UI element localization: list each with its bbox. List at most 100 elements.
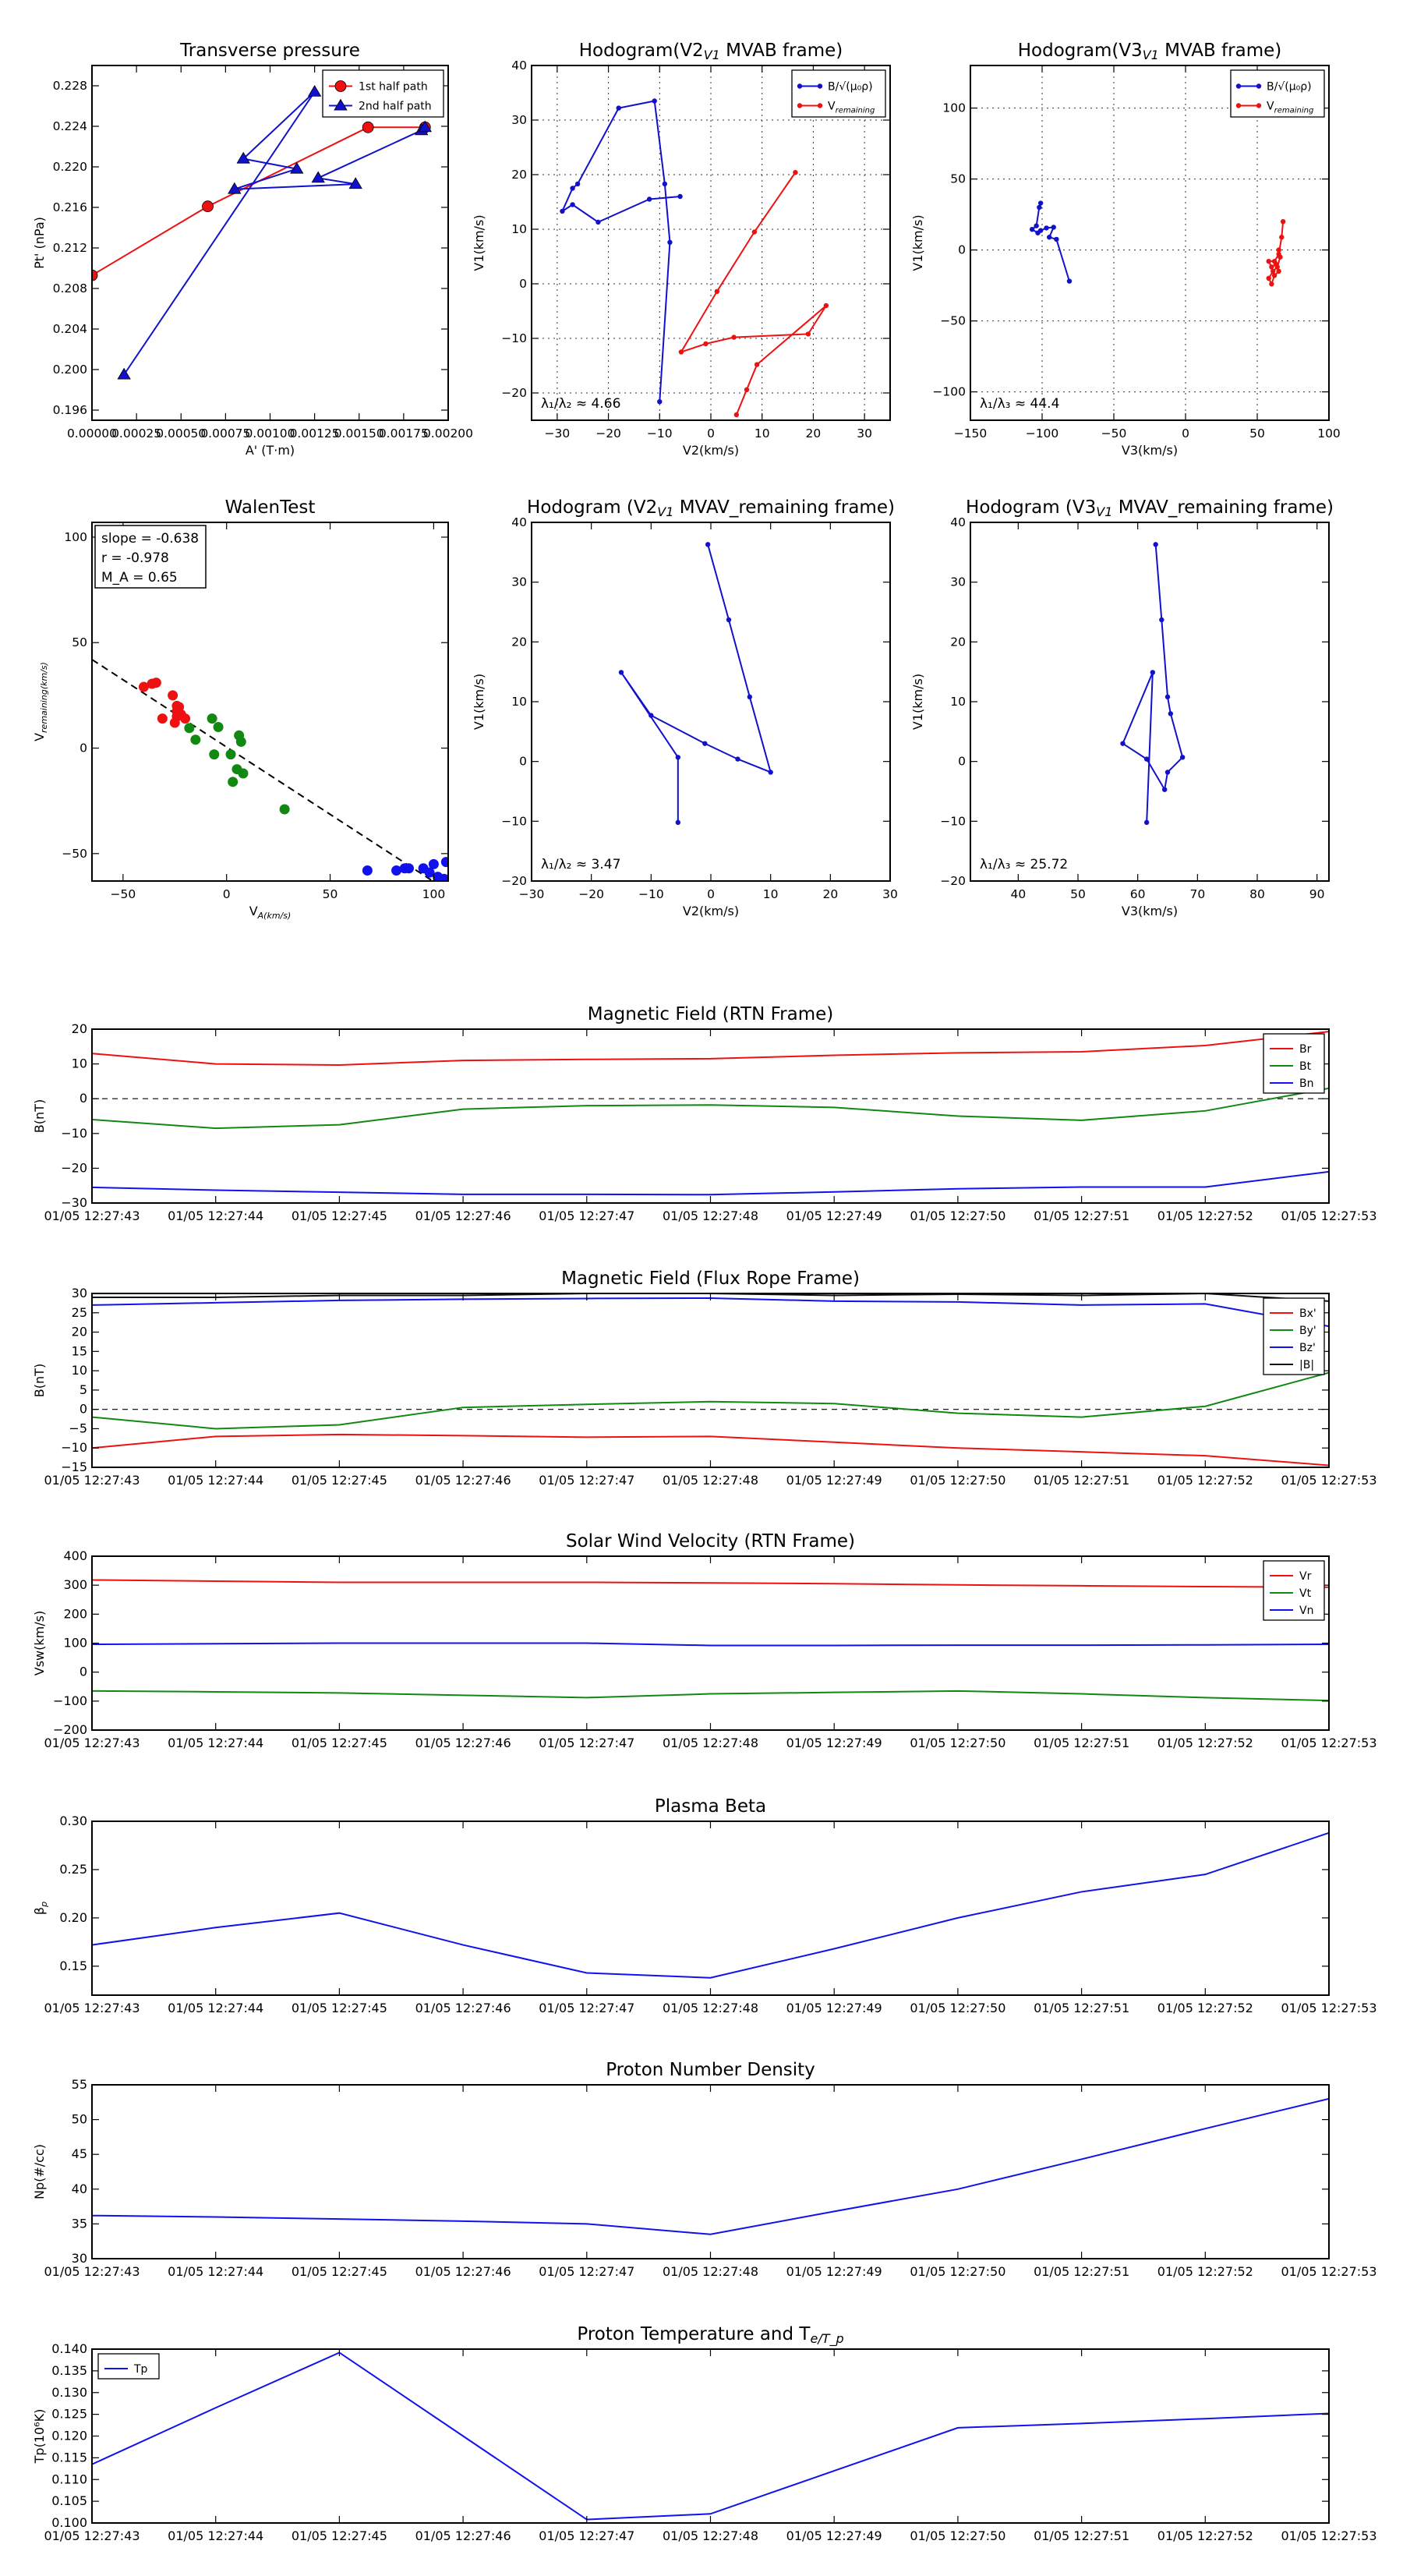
data-point bbox=[1037, 204, 1042, 211]
y-tick-label: 20 bbox=[950, 635, 966, 649]
data-point bbox=[675, 819, 681, 826]
data-point bbox=[1269, 281, 1274, 287]
data-point bbox=[657, 399, 663, 405]
y-tick-label: 30 bbox=[511, 575, 527, 589]
y-tick-label: 0.25 bbox=[59, 1862, 87, 1877]
y-tick-label: 100 bbox=[64, 530, 87, 544]
x-tick-label: 01/05 12:27:50 bbox=[910, 1473, 1005, 1488]
chart-title: WalenTest bbox=[225, 497, 316, 518]
y-axis-label: Tp(10⁶K) bbox=[32, 2409, 47, 2465]
y-axis-label: Vsw(km/s) bbox=[32, 1611, 47, 1675]
legend-box bbox=[97, 2353, 160, 2380]
x-tick-label: 01/05 12:27:50 bbox=[910, 2264, 1005, 2279]
x-tick-label: 01/05 12:27:51 bbox=[1034, 2001, 1129, 2015]
y-tick-label: 30 bbox=[950, 575, 966, 589]
x-tick-label: 01/05 12:27:50 bbox=[910, 1736, 1005, 1750]
y-tick-label: 0.100 bbox=[51, 2515, 87, 2530]
y-tick-label: 0.15 bbox=[59, 1959, 87, 1973]
y-tick-label: 100 bbox=[63, 1636, 87, 1651]
y-tick-label: 10 bbox=[950, 695, 966, 709]
legend-marker bbox=[1256, 83, 1262, 89]
y-axis-label: Vremaining(km/s) bbox=[32, 662, 49, 741]
y-tick-label: −10 bbox=[501, 331, 527, 345]
data-point bbox=[744, 387, 750, 392]
data-point bbox=[616, 105, 621, 111]
y-tick-label: 40 bbox=[950, 515, 966, 529]
data-point bbox=[1159, 617, 1164, 623]
x-tick-label: 01/05 12:27:49 bbox=[786, 1208, 882, 1223]
x-tick-label: 100 bbox=[422, 887, 446, 901]
plot-area bbox=[92, 2097, 1329, 2235]
legend-label: Vt bbox=[1299, 1587, 1312, 1600]
data-point bbox=[1143, 819, 1150, 826]
data-point bbox=[560, 208, 565, 214]
x-tick-label: 0.00150 bbox=[334, 426, 384, 441]
data-point bbox=[731, 334, 737, 340]
x-tick-label: −30 bbox=[519, 887, 545, 901]
legend-box bbox=[791, 69, 886, 118]
x-tick-label: 01/05 12:27:46 bbox=[415, 1736, 511, 1750]
x-tick-label: 01/05 12:27:52 bbox=[1157, 2264, 1253, 2279]
legend-label: Bx' bbox=[1299, 1307, 1316, 1320]
chart-title: Hodogram(V2V1 MVAB frame) bbox=[579, 41, 843, 62]
x-tick-label: −30 bbox=[544, 426, 570, 441]
chart-hodogram_v2_v1_mvab: −30 −20 −10 0 10 20 30 −20 −10 0 10 20 30 40 Hodogram(… bbox=[472, 41, 891, 458]
stats-line: M_A = 0.65 bbox=[101, 570, 178, 586]
y-tick-label: −20 bbox=[940, 874, 966, 888]
data-point bbox=[574, 181, 581, 187]
y-tick-label: 50 bbox=[72, 2112, 87, 2127]
plot-background bbox=[970, 65, 1329, 420]
x-tick-label: 01/05 12:27:48 bbox=[663, 2001, 758, 2015]
data-point bbox=[662, 181, 668, 187]
series-line-tp bbox=[92, 2351, 1329, 2521]
series-line-bn bbox=[92, 1170, 1329, 1196]
data-point bbox=[595, 219, 601, 225]
y-axis-label: Np(#/cc) bbox=[32, 2144, 47, 2199]
y-tick-label: 0.196 bbox=[53, 403, 87, 417]
x-tick-label: 01/05 12:27:49 bbox=[786, 1473, 882, 1488]
y-tick-label: 0.130 bbox=[51, 2385, 87, 2400]
x-tick-label: 01/05 12:27:53 bbox=[1281, 1736, 1376, 1750]
y-tick-label: 20 bbox=[72, 1021, 87, 1036]
y-axis-label: B(nT) bbox=[32, 1099, 47, 1133]
y-tick-label: 0.20 bbox=[59, 1910, 87, 1925]
series-line-bt bbox=[92, 1087, 1329, 1130]
y-axis-label: V1(km/s) bbox=[472, 214, 486, 271]
data-point bbox=[1276, 268, 1281, 274]
x-tick-label: 50 bbox=[323, 887, 338, 901]
x-tick-label: −10 bbox=[647, 426, 673, 441]
data-point bbox=[652, 98, 657, 104]
y-tick-label: −10 bbox=[61, 1440, 87, 1455]
data-point bbox=[228, 182, 242, 194]
y-tick-label: −100 bbox=[53, 1693, 87, 1708]
x-tick-label: 01/05 12:27:48 bbox=[663, 2528, 758, 2543]
y-tick-label: 0 bbox=[80, 1665, 87, 1679]
legend: Vr Vt Vn bbox=[1263, 1560, 1325, 1621]
y-tick-label: 0.220 bbox=[53, 160, 87, 174]
x-tick-label: 01/05 12:27:48 bbox=[663, 1736, 758, 1750]
data-point bbox=[675, 755, 681, 760]
legend: Br Bt Bn bbox=[1263, 1033, 1325, 1094]
data-point bbox=[726, 617, 732, 623]
legend-marker bbox=[797, 83, 803, 89]
data-point bbox=[184, 723, 195, 734]
x-tick-label: 10 bbox=[755, 426, 770, 441]
chart-hodogram_v2_v1_mvav: −30 −20 −10 0 10 20 30−20−10010203040Hodogram … bbox=[472, 497, 898, 918]
y-tick-label: −10 bbox=[61, 1126, 87, 1141]
legend-marker bbox=[817, 83, 823, 89]
data-point bbox=[231, 764, 242, 775]
legend-marker bbox=[334, 80, 347, 92]
series-line-br bbox=[92, 1031, 1329, 1066]
x-tick-label: 20 bbox=[822, 887, 838, 901]
x-tick-label: 01/05 12:27:47 bbox=[539, 1473, 634, 1488]
x-axis-label: V2(km/s) bbox=[683, 443, 739, 458]
x-tick-label: 01/05 12:27:51 bbox=[1034, 2528, 1129, 2543]
series-line-b- bbox=[560, 100, 680, 402]
x-tick-label: 01/05 12:27:44 bbox=[168, 2264, 263, 2279]
y-tick-label: 20 bbox=[72, 1325, 87, 1339]
legend-marker bbox=[817, 103, 823, 108]
chart-plasma_beta: 01/05 12:27:43 01/05 12:27:44 01/05 12:27:… bbox=[32, 1796, 1377, 2015]
x-tick-label: 01/05 12:27:52 bbox=[1157, 1473, 1253, 1488]
data-point bbox=[677, 193, 683, 200]
